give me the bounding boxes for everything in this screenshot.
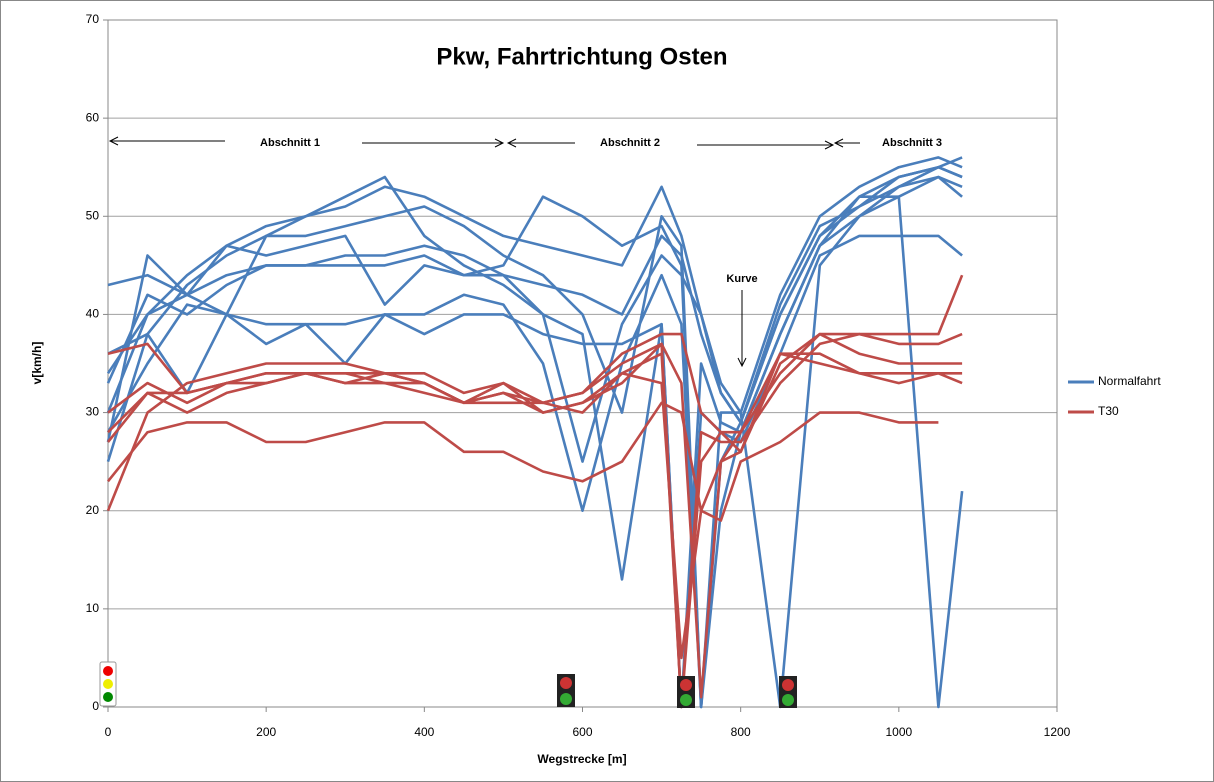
series-line	[106, 234, 963, 709]
arrow-head	[108, 136, 119, 146]
series-line	[107, 156, 963, 709]
x-tick-label: 0	[105, 725, 112, 739]
legend: Normalfahrt T30	[1068, 374, 1161, 418]
annotation: Abschnitt 1	[260, 137, 320, 149]
traffic-signals	[557, 674, 797, 708]
series-line	[107, 332, 963, 709]
y-tick-label: 10	[86, 601, 100, 615]
arrow-head	[506, 138, 517, 148]
section-arrows	[108, 136, 860, 368]
x-axis-label: Wegstrecke [m]	[537, 752, 626, 766]
annotation: Abschnitt 2	[600, 137, 660, 149]
annotation: Abschnitt 3	[882, 137, 942, 149]
x-tick-label: 1000	[885, 725, 912, 739]
lines	[106, 156, 964, 709]
arrow-head	[824, 140, 835, 150]
legend-label: Normalfahrt	[1098, 374, 1161, 388]
y-axis-label: v[km/h]	[30, 342, 44, 385]
legend-label: T30	[1098, 404, 1119, 418]
x-tick-label: 400	[414, 725, 434, 739]
series-line	[106, 165, 963, 463]
x-tick-label: 200	[256, 725, 276, 739]
series-line	[106, 156, 963, 414]
x-tick-label: 800	[731, 725, 751, 739]
x-tick-label: 600	[572, 725, 592, 739]
y-tick-label: 20	[86, 503, 100, 517]
arrow-head	[833, 138, 844, 148]
plot-frame	[107, 19, 1058, 708]
arrow-head	[494, 138, 505, 148]
y-tick-label: 60	[86, 110, 100, 124]
y-tick-label: 30	[86, 405, 100, 419]
chart-title: Pkw, Fahrtrichtung Osten	[436, 43, 727, 70]
y-tick-label: 50	[86, 208, 100, 222]
arrow-head	[737, 357, 747, 368]
series-line	[106, 342, 963, 699]
series-line	[106, 352, 963, 660]
y-tick-label: 0	[92, 699, 99, 713]
y-tick-label: 40	[86, 307, 100, 321]
annotation: Kurve	[726, 273, 757, 285]
traffic-light	[99, 661, 117, 707]
series-line	[106, 175, 964, 709]
y-tick-label: 70	[86, 12, 100, 26]
series-line	[106, 175, 963, 709]
series-line	[106, 401, 939, 522]
x-tick-label: 1200	[1044, 725, 1071, 739]
